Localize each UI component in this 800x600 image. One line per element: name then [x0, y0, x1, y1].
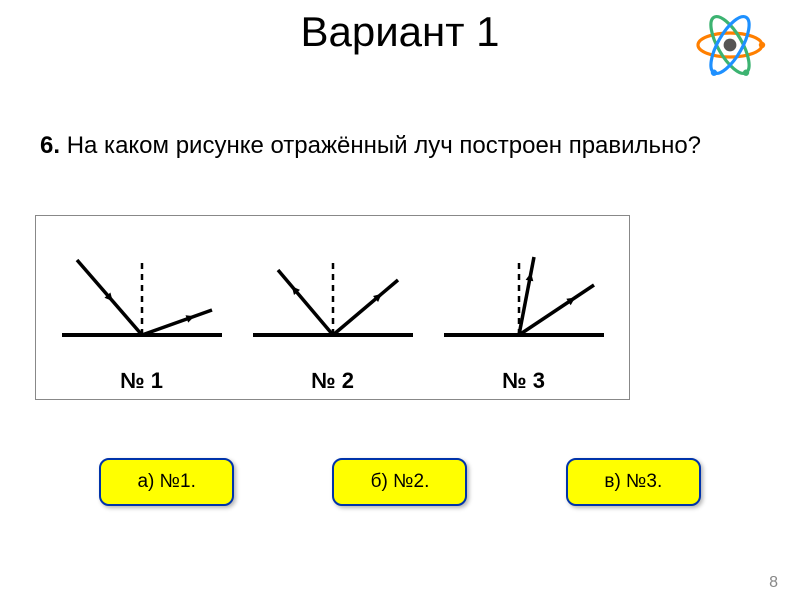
question-number: 6.: [40, 132, 60, 159]
answer-a-button[interactable]: а) №1.: [99, 458, 234, 506]
diagram-3-label: № 3: [502, 368, 545, 394]
diagram-1: № 1: [57, 240, 227, 394]
answer-b-button[interactable]: б) №2.: [332, 458, 467, 506]
question-body: На каком рисунке отражённый луч построен…: [67, 132, 701, 159]
atom-icon: [690, 5, 770, 85]
diagram-1-label: № 1: [120, 368, 163, 394]
answer-v-button[interactable]: в) №3.: [566, 458, 701, 506]
question-text: 6. На каком рисунке отражённый луч постр…: [40, 130, 760, 161]
atom-nucleus: [724, 39, 737, 52]
diagram-2: № 2: [248, 240, 418, 394]
diagram-container: № 1 № 2 № 3: [35, 215, 630, 400]
page-number: 8: [769, 574, 778, 592]
diagram-2-label: № 2: [311, 368, 354, 394]
answer-buttons: а) №1. б) №2. в) №3.: [0, 458, 800, 506]
page-title: Вариант 1: [0, 0, 800, 56]
diagram-3: № 3: [439, 240, 609, 394]
